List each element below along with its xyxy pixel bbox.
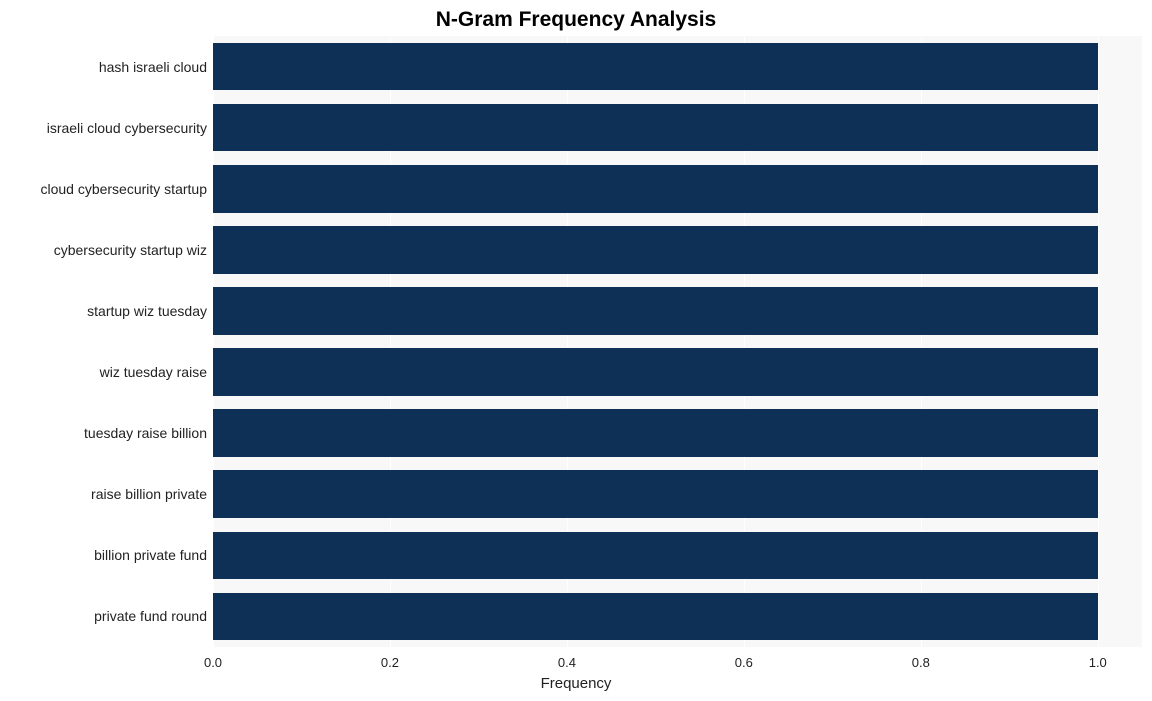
x-axis-title: Frequency xyxy=(0,675,1152,692)
y-tick-label: tuesday raise billion xyxy=(84,425,207,441)
bar xyxy=(213,165,1098,213)
x-tick-label: 0.2 xyxy=(381,655,399,670)
bar xyxy=(213,348,1098,396)
bar xyxy=(213,287,1098,335)
y-tick-label: cloud cybersecurity startup xyxy=(40,181,207,197)
plot-area xyxy=(213,36,1142,647)
bar xyxy=(213,409,1098,457)
bar xyxy=(213,532,1098,580)
y-tick-label: startup wiz tuesday xyxy=(87,303,207,319)
chart-title: N-Gram Frequency Analysis xyxy=(0,8,1152,32)
ngram-frequency-chart: N-Gram Frequency Analysis hash israeli c… xyxy=(0,0,1152,701)
x-tick-label: 0.0 xyxy=(204,655,222,670)
bar xyxy=(213,470,1098,518)
bar xyxy=(213,226,1098,274)
grid-line xyxy=(1098,36,1099,647)
x-tick-label: 0.6 xyxy=(735,655,753,670)
y-tick-label: raise billion private xyxy=(91,486,207,502)
y-tick-label: wiz tuesday raise xyxy=(100,364,207,380)
bar xyxy=(213,43,1098,91)
bar xyxy=(213,104,1098,152)
y-tick-label: israeli cloud cybersecurity xyxy=(47,120,207,136)
y-tick-label: cybersecurity startup wiz xyxy=(54,242,207,258)
y-tick-label: billion private fund xyxy=(94,547,207,563)
bar xyxy=(213,593,1098,641)
y-tick-label: hash israeli cloud xyxy=(99,59,207,75)
x-tick-label: 0.4 xyxy=(558,655,576,670)
y-tick-label: private fund round xyxy=(94,608,207,624)
x-tick-label: 1.0 xyxy=(1089,655,1107,670)
y-axis-labels: hash israeli cloud israeli cloud cybersec… xyxy=(0,36,207,647)
x-tick-label: 0.8 xyxy=(912,655,930,670)
